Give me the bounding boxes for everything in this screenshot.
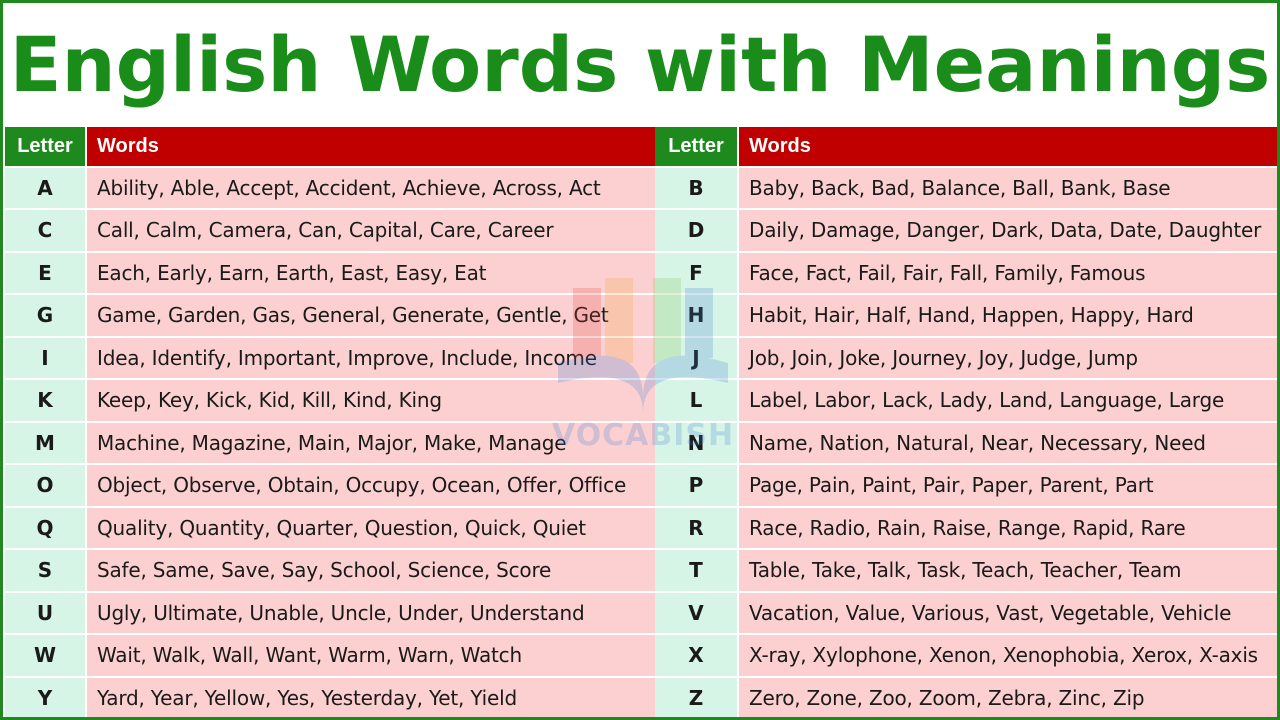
words-cell: Habit, Hair, Half, Hand, Happen, Happy, … xyxy=(739,295,1277,336)
words-cell: Yard, Year, Yellow, Yes, Yesterday, Yet,… xyxy=(87,677,655,717)
words-cell: Game, Garden, Gas, General, Generate, Ge… xyxy=(87,295,655,336)
letter-cell: B xyxy=(655,167,737,208)
table-row: Q Quality, Quantity, Quarter, Question, Q… xyxy=(5,507,655,548)
letter-cell: Q xyxy=(5,507,85,548)
words-cell: Safe, Same, Save, Say, School, Science, … xyxy=(87,550,655,591)
words-header: Words xyxy=(87,127,655,166)
letter-cell: C xyxy=(5,210,85,251)
letter-cell: K xyxy=(5,380,85,421)
right-table: Letter Words B Baby, Back, Bad, Balance, … xyxy=(655,127,1277,717)
letter-cell: S xyxy=(5,550,85,591)
letter-cell: V xyxy=(655,592,737,633)
letter-cell: U xyxy=(5,592,85,633)
table-row: H Habit, Hair, Half, Hand, Happen, Happy,… xyxy=(655,295,1277,336)
table-row: K Keep, Key, Kick, Kid, Kill, Kind, King xyxy=(5,380,655,421)
letter-cell: D xyxy=(655,210,737,251)
table-row: V Vacation, Value, Various, Vast, Vegetab… xyxy=(655,592,1277,633)
letter-header: Letter xyxy=(5,127,85,166)
words-cell: Object, Observe, Obtain, Occupy, Ocean, … xyxy=(87,465,655,506)
words-cell: Table, Take, Talk, Task, Teach, Teacher,… xyxy=(739,550,1277,591)
table-row: S Safe, Same, Save, Say, School, Science,… xyxy=(5,550,655,591)
letter-cell: O xyxy=(5,465,85,506)
table-row: U Ugly, Ultimate, Unable, Uncle, Under, U… xyxy=(5,592,655,633)
letter-cell: Y xyxy=(5,677,85,717)
table-row: F Face, Fact, Fail, Fair, Fall, Family, F… xyxy=(655,252,1277,293)
words-cell: Vacation, Value, Various, Vast, Vegetabl… xyxy=(739,592,1277,633)
table-row: W Wait, Walk, Wall, Want, Warm, Warn, Wat… xyxy=(5,635,655,676)
letter-cell: Z xyxy=(655,677,737,717)
table-row: X X-ray, Xylophone, Xenon, Xenophobia, Xe… xyxy=(655,635,1277,676)
letter-cell: E xyxy=(5,252,85,293)
words-cell: Name, Nation, Natural, Near, Necessary, … xyxy=(739,422,1277,463)
words-cell: X-ray, Xylophone, Xenon, Xenophobia, Xer… xyxy=(739,635,1277,676)
letter-cell: L xyxy=(655,380,737,421)
right-table-body: B Baby, Back, Bad, Balance, Ball, Bank, B… xyxy=(655,167,1277,717)
words-cell: Zero, Zone, Zoo, Zoom, Zebra, Zinc, Zip xyxy=(739,677,1277,717)
table-row: D Daily, Damage, Danger, Dark, Data, Date… xyxy=(655,210,1277,251)
right-header-row: Letter Words xyxy=(655,127,1277,166)
table-row: B Baby, Back, Bad, Balance, Ball, Bank, B… xyxy=(655,167,1277,208)
table-row: E Each, Early, Earn, Earth, East, Easy, E… xyxy=(5,252,655,293)
words-cell: Keep, Key, Kick, Kid, Kill, Kind, King xyxy=(87,380,655,421)
words-cell: Ability, Able, Accept, Accident, Achieve… xyxy=(87,167,655,208)
letter-cell: F xyxy=(655,252,737,293)
words-cell: Quality, Quantity, Quarter, Question, Qu… xyxy=(87,507,655,548)
left-table-body: A Ability, Able, Accept, Accident, Achiev… xyxy=(5,167,655,717)
words-cell: Race, Radio, Rain, Raise, Range, Rapid, … xyxy=(739,507,1277,548)
words-cell: Machine, Magazine, Main, Major, Make, Ma… xyxy=(87,422,655,463)
letter-cell: I xyxy=(5,337,85,378)
letter-cell: A xyxy=(5,167,85,208)
table-row: C Call, Calm, Camera, Can, Capital, Care,… xyxy=(5,210,655,251)
table-row: R Race, Radio, Rain, Raise, Range, Rapid,… xyxy=(655,507,1277,548)
table-row: N Name, Nation, Natural, Near, Necessary,… xyxy=(655,422,1277,463)
table-row: T Table, Take, Talk, Task, Teach, Teacher… xyxy=(655,550,1277,591)
letter-header: Letter xyxy=(655,127,737,166)
words-cell: Idea, Identify, Important, Improve, Incl… xyxy=(87,337,655,378)
left-header-row: Letter Words xyxy=(5,127,655,166)
table-row: J Job, Join, Joke, Journey, Joy, Judge, J… xyxy=(655,337,1277,378)
letter-cell: M xyxy=(5,422,85,463)
letter-cell: R xyxy=(655,507,737,548)
table-row: A Ability, Able, Accept, Accident, Achiev… xyxy=(5,167,655,208)
letter-cell: X xyxy=(655,635,737,676)
words-cell: Each, Early, Earn, Earth, East, Easy, Ea… xyxy=(87,252,655,293)
words-cell: Daily, Damage, Danger, Dark, Data, Date,… xyxy=(739,210,1277,251)
words-cell: Call, Calm, Camera, Can, Capital, Care, … xyxy=(87,210,655,251)
words-cell: Label, Labor, Lack, Lady, Land, Language… xyxy=(739,380,1277,421)
table-row: Y Yard, Year, Yellow, Yes, Yesterday, Yet… xyxy=(5,677,655,717)
words-cell: Baby, Back, Bad, Balance, Ball, Bank, Ba… xyxy=(739,167,1277,208)
letter-cell: W xyxy=(5,635,85,676)
letter-cell: N xyxy=(655,422,737,463)
words-cell: Face, Fact, Fail, Fair, Fall, Family, Fa… xyxy=(739,252,1277,293)
left-table: Letter Words A Ability, Able, Accept, Acc… xyxy=(5,127,655,717)
table-row: M Machine, Magazine, Main, Major, Make, M… xyxy=(5,422,655,463)
table-row: P Page, Pain, Paint, Pair, Paper, Parent,… xyxy=(655,465,1277,506)
letter-cell: T xyxy=(655,550,737,591)
table-row: L Label, Labor, Lack, Lady, Land, Languag… xyxy=(655,380,1277,421)
letter-cell: J xyxy=(655,337,737,378)
page-title: English Words with Meanings xyxy=(9,19,1271,109)
letter-cell: G xyxy=(5,295,85,336)
table-row: I Idea, Identify, Important, Improve, Inc… xyxy=(5,337,655,378)
words-cell: Page, Pain, Paint, Pair, Paper, Parent, … xyxy=(739,465,1277,506)
words-cell: Job, Join, Joke, Journey, Joy, Judge, Ju… xyxy=(739,337,1277,378)
table-row: G Game, Garden, Gas, General, Generate, G… xyxy=(5,295,655,336)
word-tables: Letter Words A Ability, Able, Accept, Acc… xyxy=(5,127,1277,717)
table-row: O Object, Observe, Obtain, Occupy, Ocean,… xyxy=(5,465,655,506)
letter-cell: H xyxy=(655,295,737,336)
letter-cell: P xyxy=(655,465,737,506)
words-header: Words xyxy=(739,127,1277,166)
words-cell: Wait, Walk, Wall, Want, Warm, Warn, Watc… xyxy=(87,635,655,676)
table-row: Z Zero, Zone, Zoo, Zoom, Zebra, Zinc, Zip xyxy=(655,677,1277,717)
words-cell: Ugly, Ultimate, Unable, Uncle, Under, Un… xyxy=(87,592,655,633)
